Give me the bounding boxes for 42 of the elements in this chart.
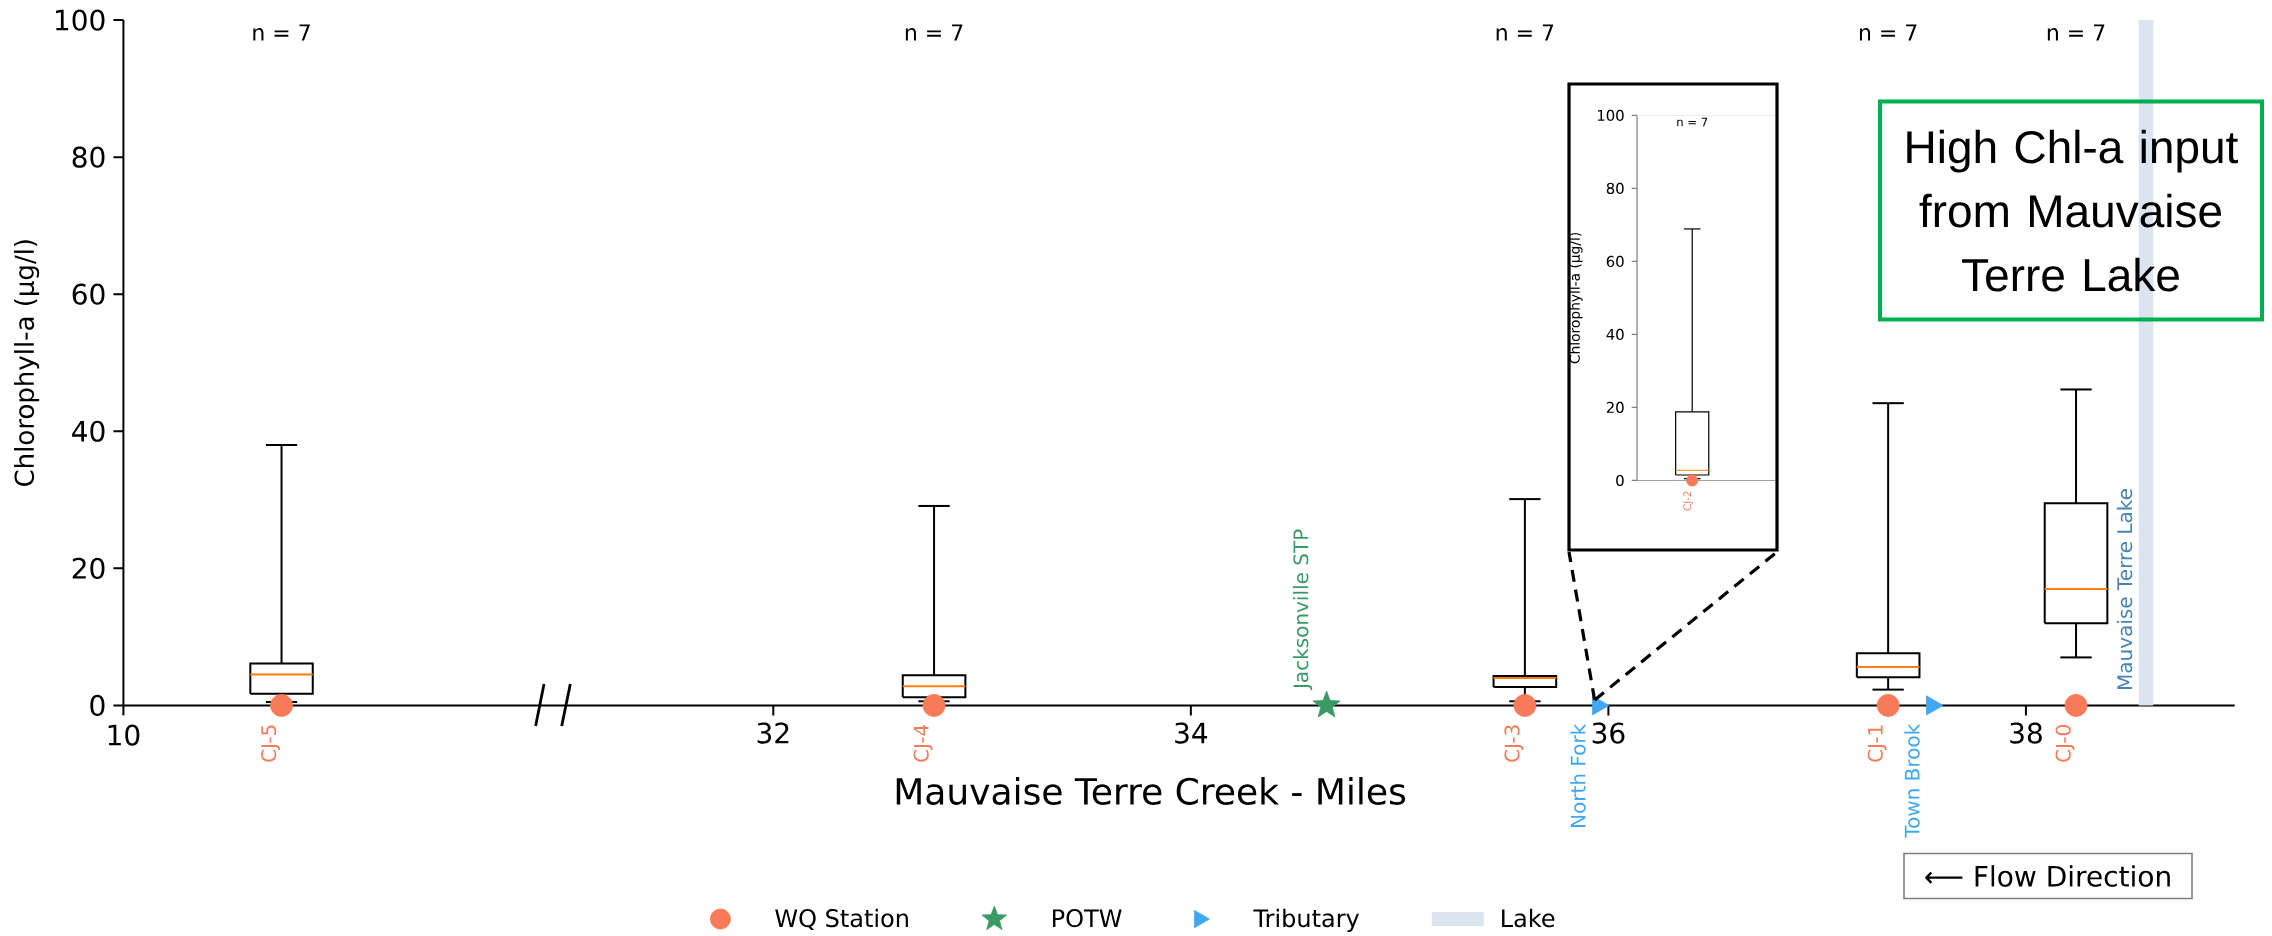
data-label: CJ-5: [261, 725, 280, 762]
y-tick-label: 20: [72, 557, 105, 579]
y-axis-title: Chlorophyll-a (μg/l): [14, 240, 40, 487]
annotation: High Chl-a input from Mauvaise Terre Lake: [1907, 129, 2239, 292]
y-tick-label: 60: [1606, 255, 1624, 268]
y-tick-label: 100: [1597, 109, 1624, 122]
x-axis-title: Mauvaise Terre Creek - Miles: [896, 777, 1406, 805]
data-label: CJ-4: [913, 724, 933, 762]
annotation: n = 7: [253, 24, 310, 41]
legend-label: WQ Station: [775, 908, 908, 931]
data-label: CJ-0: [2055, 725, 2075, 762]
annotation: n = 7: [2047, 24, 2105, 41]
text: ⟵ Flow Direction: [1925, 865, 2170, 887]
annotation: n = 7: [1859, 24, 1917, 41]
annotation: n = 7: [905, 24, 963, 41]
y-tick-label: 40: [72, 420, 105, 442]
text: 10: [108, 724, 140, 746]
y-tick-label: 0: [1616, 474, 1624, 487]
legend-label: Tributary: [1253, 908, 1360, 932]
y-axis-title: Chlorophyll-a (μg/l): [1569, 232, 1583, 364]
data-label: Town Brook: [1904, 723, 1920, 838]
data-label: North Fork: [1570, 723, 1586, 827]
x-tick-label: 34: [1175, 722, 1208, 744]
data-label: Jacksonville STP: [1292, 529, 1313, 691]
y-tick-label: 100: [55, 9, 105, 31]
y-tick-label: 80: [72, 146, 105, 168]
y-tick-label: 0: [90, 694, 105, 716]
y-tick-label: 80: [1606, 182, 1624, 195]
data-label: CJ-2: [1683, 491, 1694, 511]
x-tick-label: 32: [757, 722, 789, 744]
band-label: Mauvaise Terre Lake: [2116, 489, 2133, 690]
text: Lake: [1502, 908, 1555, 928]
y-tick-label: 40: [1606, 328, 1624, 341]
y-tick-label: 20: [1606, 401, 1624, 414]
y-tick-label: 60: [72, 283, 105, 305]
data-label: CJ-3: [1504, 725, 1524, 762]
annotation: n = 7: [1496, 24, 1554, 41]
legend-label: POTW: [1053, 909, 1122, 928]
x-tick-label: 36: [1592, 722, 1625, 744]
data-label: CJ-1: [1867, 725, 1887, 762]
annotation: n = 7: [1677, 117, 1708, 127]
x-tick-label: 38: [2010, 722, 2042, 744]
